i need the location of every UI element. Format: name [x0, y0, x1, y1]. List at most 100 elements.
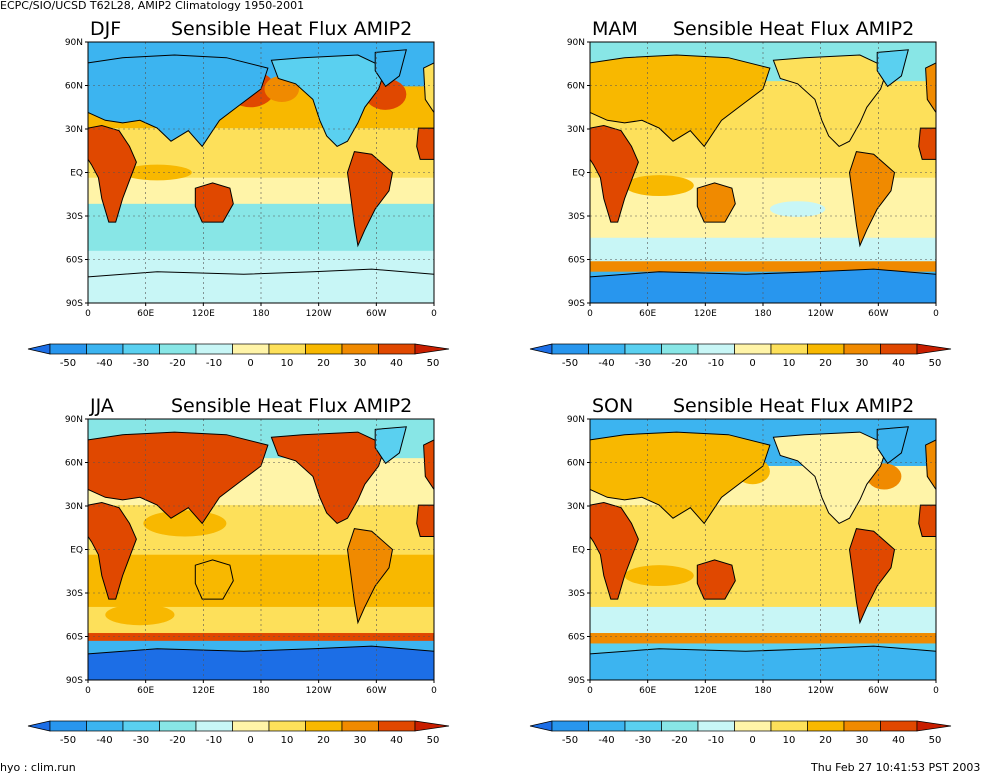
colorbar-tick-label: -10 [206, 358, 222, 369]
colorbar-tick-label: 10 [281, 735, 294, 746]
landmass-africaW [416, 127, 434, 160]
colorbar: -50 -40 -30 -20 -10 0 10 20 30 40 50 [27, 720, 450, 746]
ocean-flux-band [590, 633, 936, 644]
lon-tick-label: 180 [252, 309, 269, 319]
panel-season-label: MAM [592, 18, 638, 40]
landmass-antarctica [590, 645, 936, 680]
lon-tick-label: 60W [366, 309, 386, 319]
colorbar-segment [661, 720, 699, 732]
landmass-eurasia [88, 431, 269, 525]
colorbar-segment [305, 343, 343, 355]
lat-tick-label: 60N [567, 459, 585, 469]
lon-tick-label: 60E [639, 309, 656, 319]
figure-header: ECPC/SIO/UCSD T62L28, AMIP2 Climatology … [0, 0, 305, 12]
colorbar-tick-label: -40 [598, 735, 614, 746]
lat-tick-label: 30S [66, 212, 83, 222]
colorbar-segment [770, 343, 808, 355]
colorbar-tick-label: -40 [96, 735, 112, 746]
colorbar-tick-label: -30 [133, 735, 149, 746]
colorbar-segment [195, 343, 233, 355]
colorbar-tick-label: 20 [317, 358, 330, 369]
landmass-antarctica [88, 645, 434, 680]
lon-tick-label: 120E [192, 686, 215, 696]
landmass-samerica [848, 151, 896, 248]
landmass-namerica [270, 431, 387, 525]
colorbar-tick-label: 10 [783, 358, 796, 369]
colorbar-tick-label: -50 [562, 735, 578, 746]
colorbar-segment [378, 720, 416, 732]
ocean-flux-band [88, 633, 434, 642]
colorbar-segment [734, 343, 772, 355]
lat-tick-label: 30N [567, 125, 585, 135]
lon-tick-label: 0 [85, 309, 91, 319]
colorbar-tick-label: -30 [635, 358, 651, 369]
ocean-flux-band [590, 261, 936, 273]
lon-tick-label: 180 [754, 686, 771, 696]
colorbar-segment [697, 343, 735, 355]
landmass-namerica [772, 431, 889, 525]
colorbar-segment [661, 343, 699, 355]
lat-tick-label: EQ [70, 169, 83, 179]
landmass-africa [88, 124, 137, 223]
colorbar-segment [341, 720, 379, 732]
colorbar-segment [122, 343, 160, 355]
landmass-eurasia [590, 54, 771, 148]
panel-title: Sensible Heat Flux AMIP2 [673, 395, 914, 417]
colorbar-segment [232, 343, 270, 355]
landmass-samerica [346, 151, 394, 248]
colorbar-arrow-high [414, 343, 450, 355]
ocean-flux-anomaly [769, 201, 826, 217]
colorbar-segment [122, 720, 160, 732]
colorbar-tick-label: 50 [427, 358, 440, 369]
landmass-australia [696, 559, 736, 600]
lat-tick-label: 90N [567, 415, 585, 425]
lon-tick-label: 0 [933, 309, 939, 319]
lat-tick-label: 30S [568, 212, 585, 222]
landmass-samerica [346, 528, 394, 625]
colorbar-tick-label: 40 [892, 358, 905, 369]
lat-tick-label: 30N [567, 502, 585, 512]
panel-season-label: JJA [89, 395, 114, 417]
landmass-africaW [918, 504, 936, 537]
landmass-africaW [918, 127, 936, 160]
lat-tick-label: EQ [572, 169, 585, 179]
lat-tick-label: EQ [70, 546, 83, 556]
colorbar-tick-label: 30 [856, 735, 869, 746]
colorbar-segment [49, 720, 87, 732]
footer-timestamp: Thu Feb 27 10:41:53 PST 2003 [811, 761, 981, 774]
lon-tick-label: 60E [137, 309, 154, 319]
colorbar-tick-label: 30 [354, 735, 367, 746]
landmass-greenland [374, 426, 407, 465]
landmass-eurasia [88, 54, 269, 148]
lat-tick-label: 60S [66, 633, 83, 643]
colorbar-tick-label: 0 [749, 735, 755, 746]
colorbar-segment [86, 720, 124, 732]
lat-tick-label: 90S [568, 299, 585, 309]
colorbar-tick-label: -40 [96, 358, 112, 369]
colorbar-arrow-low [529, 720, 553, 732]
lat-tick-label: 60N [567, 82, 585, 92]
lat-tick-label: 60S [568, 256, 585, 266]
colorbar-segment [159, 720, 197, 732]
lat-tick-label: 90N [65, 38, 83, 48]
colorbar-arrow-low [27, 343, 51, 355]
landmass-namerica [270, 54, 387, 148]
colorbar-segment [843, 343, 881, 355]
colorbar-tick-label: 0 [247, 735, 253, 746]
colorbar-segment [624, 343, 662, 355]
colorbar-arrow-high [414, 720, 450, 732]
lat-tick-label: 90N [65, 415, 83, 425]
colorbar-segment [268, 343, 306, 355]
colorbar-segment [880, 343, 918, 355]
lon-tick-label: 0 [85, 686, 91, 696]
lon-tick-label: 0 [933, 686, 939, 696]
colorbar-tick-label: -40 [598, 358, 614, 369]
colorbar-segment [734, 720, 772, 732]
ocean-flux-band [590, 237, 936, 262]
panel-title: Sensible Heat Flux AMIP2 [673, 18, 914, 40]
colorbar-segment [697, 720, 735, 732]
colorbar: -50 -40 -30 -20 -10 0 10 20 30 40 50 [27, 343, 450, 369]
landmass-antarctica [590, 268, 936, 303]
